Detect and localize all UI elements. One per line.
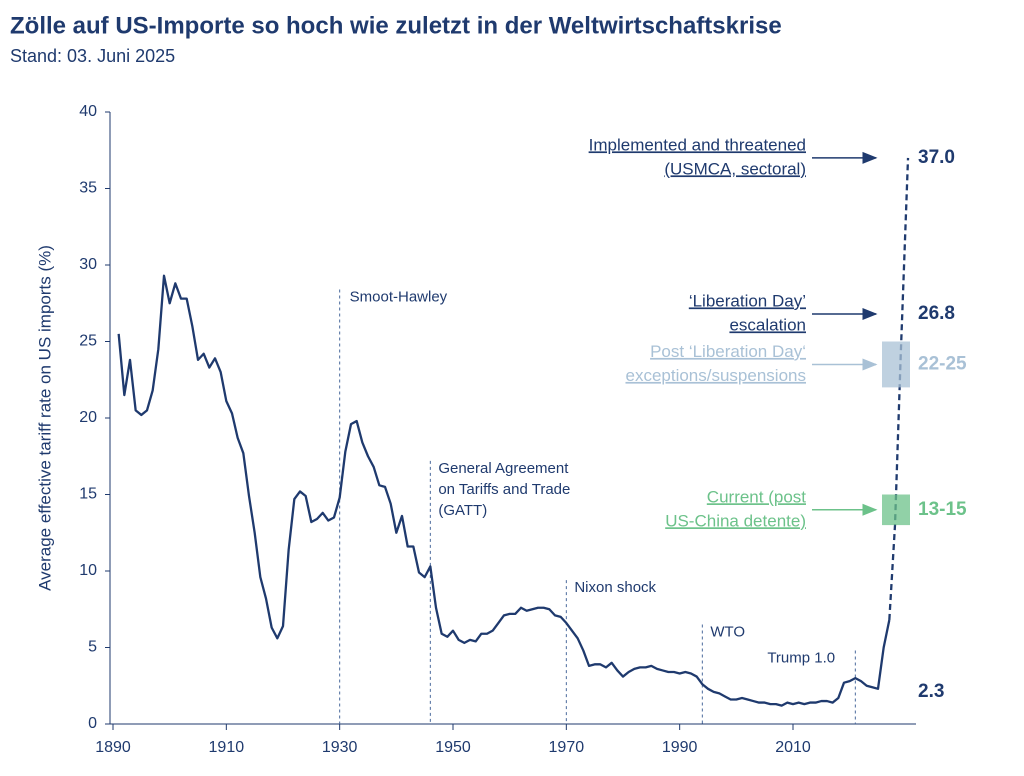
line-series [117,274,891,707]
y-tick-label: 20 [79,409,97,426]
annotation-text: US-China detente) [665,511,806,530]
line-series [888,157,910,621]
x-tick-label: 1950 [435,739,471,756]
annotation-text: (USMCA, sectoral) [664,159,806,178]
annotation-text: Current (post [707,487,806,506]
x-tick-label: 1930 [322,739,358,756]
chart-title: Zölle auf US-Importe so hoch wie zuletzt… [10,12,782,39]
event-label: Smoot-Hawley [350,288,448,305]
x-tick-label: 1890 [95,739,131,756]
y-tick-label: 10 [79,562,97,579]
y-tick-label: 5 [88,639,97,656]
y-tick-label: 35 [79,180,97,197]
x-tick-label: 1970 [549,739,585,756]
value-label: 2.3 [918,681,944,702]
event-label: WTO [710,624,745,641]
event-label: Nixon shock [574,579,656,596]
y-tick-label: 30 [79,256,97,273]
value-label: 22-25 [918,353,967,374]
y-axis-label: Average effective tariff rate on US impo… [35,245,54,591]
value-label: 37.0 [918,147,955,168]
y-tick-label: 40 [79,103,97,120]
range-box [882,494,910,526]
range-box [882,341,910,388]
x-tick-label: 2010 [775,739,811,756]
event-label: General Agreement [438,460,569,477]
y-tick-label: 0 [88,715,97,732]
y-tick-label: 15 [79,486,97,503]
chart-subtitle: Stand: 03. Juni 2025 [10,46,175,66]
x-tick-label: 1910 [209,739,245,756]
value-label: 13-15 [918,499,967,520]
annotation-text: exceptions/suspensions [625,366,806,385]
annotation-text: ‘Liberation Day’ [689,291,806,310]
annotation-text: Implemented and threatened [589,135,806,154]
value-label: 26.8 [918,303,955,324]
x-tick-label: 1990 [662,739,698,756]
event-label: on Tariffs and Trade [438,481,570,498]
event-label: Trump 1.0 [767,650,835,667]
y-tick-label: 25 [79,333,97,350]
event-label: (GATT) [438,502,487,519]
annotation-text: escalation [729,315,806,334]
annotation-text: Post ‘Liberation Day‘ [650,342,806,361]
